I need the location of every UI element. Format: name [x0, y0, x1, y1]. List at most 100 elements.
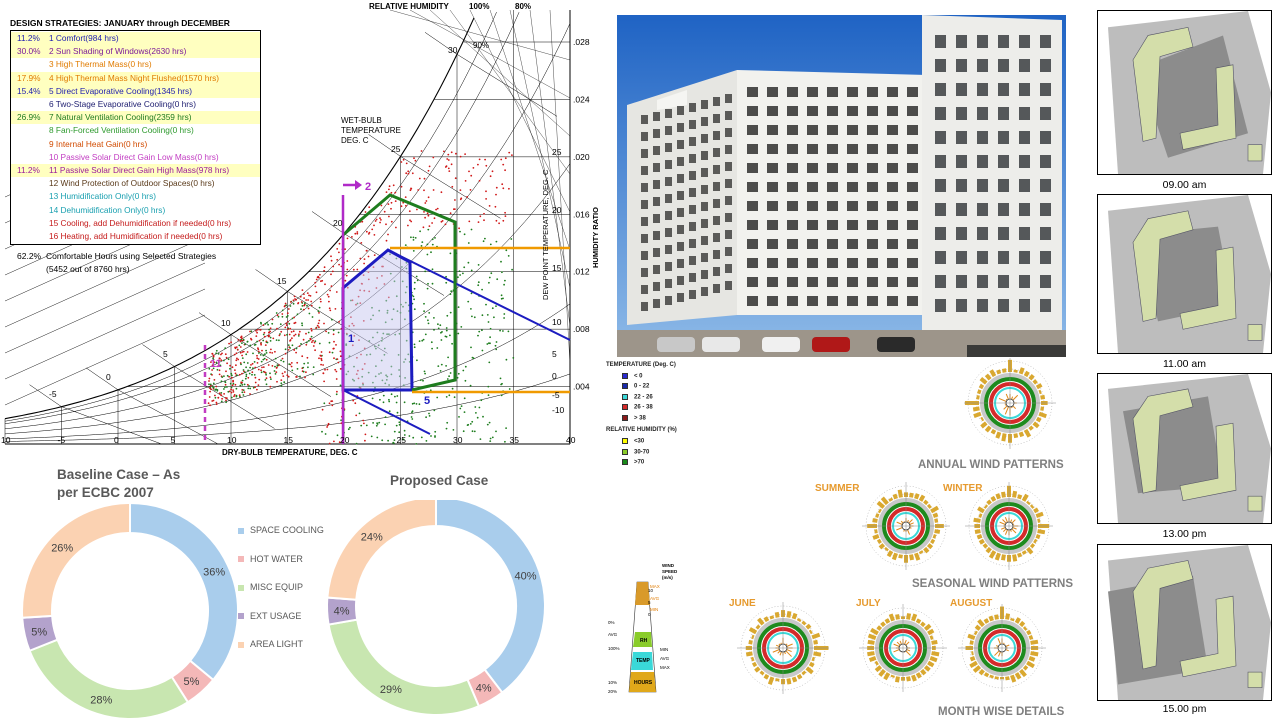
- rh-legend-swatch: [622, 459, 628, 465]
- window: [887, 220, 898, 230]
- data-point: [230, 386, 233, 389]
- window: [977, 179, 988, 192]
- window: [653, 248, 660, 257]
- data-point: [261, 349, 263, 352]
- strategy-row: 17.9% 4 High Thermal Mass Night Flushed(1…: [11, 71, 260, 85]
- rh-curve: [4, 163, 571, 435]
- x-tick: 0: [114, 435, 119, 445]
- temp-legend-label: 22 - 26: [634, 394, 653, 401]
- data-point: [388, 400, 391, 403]
- data-point: [257, 358, 260, 360]
- data-point: [269, 340, 272, 342]
- data-point: [491, 436, 494, 439]
- data-point: [240, 339, 243, 342]
- hr-tick: .024: [573, 94, 590, 104]
- data-point: [262, 354, 265, 357]
- data-point: [217, 353, 220, 355]
- data-point: [489, 175, 492, 178]
- data-point: [387, 439, 389, 442]
- data-point: [304, 376, 306, 379]
- window: [641, 166, 648, 175]
- data-point: [208, 380, 210, 382]
- humidity-ratio-label: HUMIDITY RATIO: [591, 207, 600, 268]
- rh-curve: [4, 23, 571, 430]
- data-point: [281, 357, 284, 360]
- data-point: [228, 342, 231, 345]
- data-point: [409, 219, 411, 222]
- data-point: [287, 308, 290, 310]
- temp-legend-label: 26 - 38: [634, 404, 653, 411]
- data-point: [296, 368, 299, 370]
- data-point: [361, 220, 364, 223]
- key-temp: [631, 652, 653, 670]
- data-point: [380, 219, 382, 221]
- data-point: [428, 412, 430, 415]
- data-point: [332, 265, 335, 268]
- enthalpy-line: [4, 288, 206, 380]
- data-point: [499, 329, 501, 332]
- window: [827, 277, 838, 287]
- wind-bar: [909, 492, 914, 498]
- data-point: [392, 184, 395, 187]
- data-point: [464, 365, 467, 368]
- window: [887, 296, 898, 306]
- wind-bar: [1029, 543, 1036, 549]
- data-point: [504, 169, 506, 172]
- data-point: [352, 268, 355, 271]
- vol-line: [429, 9, 571, 137]
- window: [747, 106, 758, 116]
- window: [641, 132, 648, 141]
- data-point: [265, 352, 268, 354]
- legend-item: HOT WATER: [238, 553, 303, 565]
- data-point: [504, 215, 507, 218]
- data-point: [276, 366, 278, 369]
- data-point: [311, 341, 313, 343]
- window: [847, 106, 858, 116]
- data-point: [413, 308, 416, 311]
- wind-bar: [934, 518, 939, 523]
- data-point: [500, 294, 503, 297]
- design-strategies-legend: 11.2% 1 Comfort(984 hrs) 30.0% 2 Sun Shadin…: [10, 30, 261, 245]
- window: [807, 201, 818, 211]
- window: [1040, 107, 1051, 120]
- comfort-hours-count: (5452 out of 8760 hrs): [46, 264, 130, 274]
- window: [701, 219, 708, 228]
- data-point: [265, 349, 267, 352]
- window: [677, 191, 684, 200]
- wind-bar: [1023, 370, 1030, 378]
- data-point: [271, 352, 274, 354]
- data-point: [242, 369, 245, 371]
- hr-tick: .012: [573, 267, 590, 277]
- window: [807, 144, 818, 154]
- wb-tick: 0: [106, 372, 111, 382]
- data-point: [431, 222, 433, 224]
- wet-bulb-label: WET-BULB: [341, 116, 382, 125]
- data-point: [387, 233, 389, 236]
- wind-bar: [1012, 490, 1018, 498]
- data-point: [335, 291, 338, 293]
- data-point: [459, 407, 462, 410]
- data-point: [256, 340, 258, 343]
- wind-bar: [1028, 634, 1034, 640]
- wind-bar: [915, 672, 922, 679]
- window: [787, 106, 798, 116]
- window: [887, 144, 898, 154]
- window: [641, 149, 648, 158]
- data-point: [284, 352, 287, 355]
- data-point: [229, 367, 231, 370]
- strategy-row: 16 Heating, add Humidification if needed…: [11, 230, 260, 243]
- wb-line: [400, 156, 501, 219]
- data-point: [269, 351, 271, 354]
- data-point: [330, 273, 332, 276]
- data-point: [365, 424, 368, 427]
- wb-extension: [85, 367, 119, 391]
- window: [935, 275, 946, 288]
- data-point: [307, 331, 310, 334]
- data-point: [326, 368, 329, 371]
- strategy-row: 11.2% 1 Comfort(984 hrs): [11, 32, 260, 45]
- wind-bar: [1030, 651, 1039, 657]
- data-point: [471, 315, 473, 318]
- window: [641, 200, 648, 209]
- data-point: [307, 299, 309, 301]
- wind-bar: [1019, 620, 1026, 628]
